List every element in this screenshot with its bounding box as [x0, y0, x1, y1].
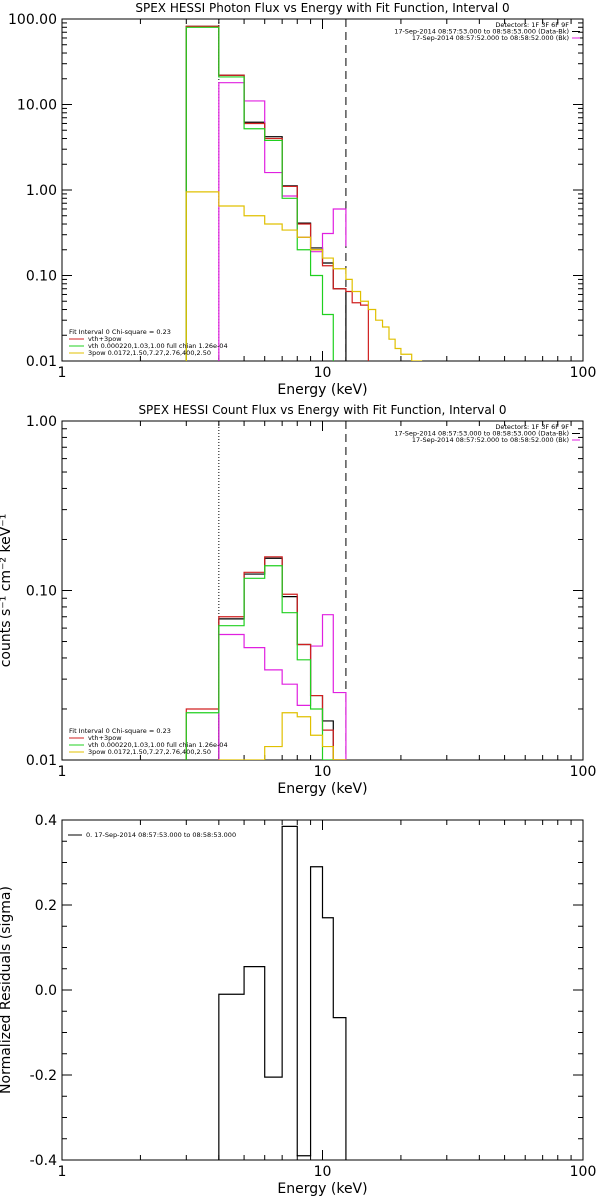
y-tick-label: 1.00: [26, 183, 57, 199]
fit-legend-label: vth 0.000220,1.03,1.00 full chian 1.26e-…: [88, 741, 228, 749]
series-group: [185, 556, 347, 760]
y-tick-label: 0.0: [35, 983, 57, 999]
series-line-vth-3pow: [185, 25, 369, 361]
chart-panel-1: SPEX HESSI Count Flux vs Energy with Fit…: [0, 403, 596, 797]
x-tick-label: 10: [314, 1164, 332, 1180]
x-tick-label: 100: [570, 764, 597, 780]
series-line-vth: [185, 565, 334, 760]
y-tick-label: 0.2: [35, 898, 57, 914]
y-tick-label: 100.00: [8, 12, 57, 28]
series-line-bk: [218, 614, 347, 760]
x-tick-label: 100: [570, 1164, 597, 1180]
header-text-line: Detectors: 1F 3F 6F 9F: [495, 423, 569, 431]
x-axis-label: Energy (keV): [277, 382, 367, 398]
x-axis-label: Energy (keV): [277, 1181, 367, 1197]
y-tick-label: 0.4: [35, 813, 57, 829]
x-tick-label: 1: [58, 1164, 67, 1180]
fit-legend-label: vth 0.000220,1.03,1.00 full chian 1.26e-…: [88, 342, 228, 350]
fit-legend-label: 3pow 0.0172,1.50,7.27,2.76,400,2.50: [88, 349, 211, 357]
x-axis-label: Energy (keV): [277, 781, 367, 797]
y-tick-label: 0.10: [26, 584, 57, 600]
header-text-line: 17-Sep-2014 08:57:53.000 to 08:58:53.000…: [394, 430, 569, 438]
header-text-line: Detectors: 1F 3F 6F 9F: [495, 21, 569, 29]
fit-legend-label: 3pow 0.0172,1.50,7.27,2.76,400,2.50: [88, 748, 211, 756]
chart-panel-0: SPEX HESSI Photon Flux vs Energy with Fi…: [8, 1, 596, 398]
series-line-vth-3pow: [185, 556, 347, 760]
y-tick-label: 1.00: [26, 414, 57, 430]
x-tick-label: 1: [58, 764, 67, 780]
y-tick-label: 0.10: [26, 269, 57, 285]
fit-legend-label: vth+3pow: [88, 335, 122, 343]
y-tick-label: 10.00: [17, 98, 57, 114]
x-tick-label: 10: [314, 365, 332, 381]
series-line-0-17-sep-2014-08-57-53-000-to-08-58-53-000: [218, 825, 347, 1160]
x-tick-label: 100: [570, 365, 597, 381]
chart-panel-2: 1 10 100 -0.4 -0.2 0.0 0.2 0.4 Energy (keV) Norma…: [0, 813, 596, 1197]
fit-legend-label: vth+3pow: [88, 734, 122, 742]
y-tick-label: -0.2: [30, 1068, 57, 1084]
y-tick-label: 0.01: [26, 753, 57, 769]
chart-title: SPEX HESSI Count Flux vs Energy with Fit…: [138, 403, 506, 417]
series-line-vth: [185, 26, 334, 361]
series-line-bk: [218, 82, 347, 361]
series-line-3pow: [218, 712, 347, 760]
x-tick-label: 10: [314, 764, 332, 780]
y-tick-label: -0.4: [30, 1153, 57, 1169]
fit-info-text: Fit Interval 0 Chi-square = 0.23: [69, 727, 171, 735]
y-tick-label: 0.01: [26, 354, 57, 370]
y-axis-label: Normalized Residuals (sigma): [0, 886, 14, 1094]
y-axis-label: counts s⁻¹ cm⁻² keV⁻¹: [0, 514, 14, 668]
header-text-line: 17-Sep-2014 08:57:52.000 to 08:58:52.000…: [412, 34, 569, 42]
chart-title: SPEX HESSI Photon Flux vs Energy with Fi…: [135, 1, 509, 15]
legend-label: 0. 17-Sep-2014 08:57:53.000 to 08:58:53.…: [86, 831, 236, 839]
header-text-line: 17-Sep-2014 08:57:52.000 to 08:58:52.000…: [412, 436, 569, 444]
series-group: [218, 825, 347, 1160]
header-text-line: 17-Sep-2014 08:57:53.000 to 08:58:53.000…: [394, 28, 569, 36]
x-tick-label: 1: [58, 365, 67, 381]
fit-info-text: Fit Interval 0 Chi-square = 0.23: [69, 328, 171, 336]
series-group: [185, 25, 423, 361]
series-line-3pow: [185, 191, 423, 361]
